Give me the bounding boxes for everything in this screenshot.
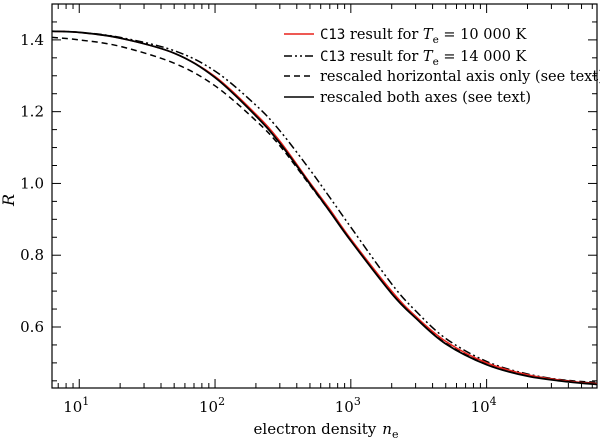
series-line-c13-14000	[51, 30, 598, 385]
y-tick-label: 0.6	[20, 318, 44, 336]
x-tick-labels: 101 102 103 104	[63, 395, 496, 416]
legend-label-rescaled-horizontal: rescaled horizontal axis only (see text)	[320, 69, 600, 85]
curves	[51, 30, 598, 386]
plot-frame	[51, 3, 598, 389]
legend: C13 result for Te = 10 000 K C13 result f…	[284, 27, 600, 106]
legend-label-c13-14000: C13 result for Te = 14 000 K	[320, 49, 528, 68]
axis-ticks	[52, 3, 597, 388]
x-tick-label: 101	[63, 395, 89, 416]
y-tick-label: 1.4	[20, 31, 44, 49]
series-line-rescaled-both	[51, 30, 598, 386]
x-tick-label: 103	[335, 395, 361, 416]
plot-area	[51, 3, 598, 389]
x-tick-label: 104	[471, 395, 497, 416]
y-tick-labels: 0.6 0.8 1.0 1.2 1.4	[20, 31, 44, 336]
y-tick-label: 1.0	[20, 174, 44, 192]
x-tick-label: 102	[199, 395, 225, 416]
legend-label-c13-10000: C13 result for Te = 10 000 K	[320, 27, 528, 46]
x-axis-label: electron density ne	[254, 420, 399, 441]
y-tick-label: 0.8	[20, 246, 44, 264]
x-axis-label-text: electron density	[254, 420, 377, 438]
y-tick-label: 1.2	[20, 103, 44, 121]
y-axis-label: R	[0, 194, 18, 207]
legend-label-rescaled-both: rescaled both axes (see text)	[320, 90, 531, 106]
